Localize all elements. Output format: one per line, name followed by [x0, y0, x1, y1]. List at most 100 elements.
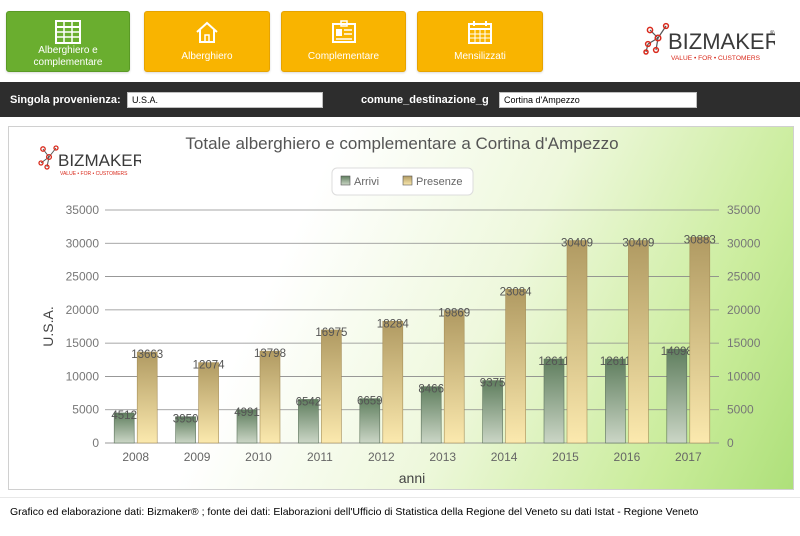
y-tick-label: 35000 [66, 203, 100, 217]
bar-arrivi [666, 348, 688, 444]
bar-arrivi [359, 398, 381, 444]
logo-name-rest: MAKER [702, 29, 775, 54]
y2-tick-label: 0 [727, 436, 734, 450]
data-label: 19869 [438, 308, 470, 320]
bar-arrivi [298, 399, 319, 444]
y2-tick-label: 15000 [727, 336, 761, 350]
logo-molecule-icon [38, 145, 59, 170]
bar-arrivi [420, 386, 442, 444]
data-label: 6659 [357, 396, 383, 408]
bar-presenze [198, 362, 219, 444]
data-label: 14098 [661, 346, 693, 358]
nav-button-label: Complementare [307, 51, 380, 62]
x-tick-label: 2017 [675, 450, 702, 464]
destination-label: comune_destinazione_g [361, 94, 489, 106]
y-tick-label: 0 [92, 436, 99, 450]
logo-name-bold: BIZ [668, 29, 702, 54]
x-tick-label: 2008 [122, 450, 149, 464]
svg-text:BIZMAKER: BIZMAKER [668, 29, 775, 54]
bar-presenze [382, 320, 404, 444]
chart-logo-name-rest: MAKER [84, 151, 141, 170]
data-label: 13798 [254, 348, 286, 360]
bar-chart: Totale alberghiero e complementare a Cor… [40, 134, 761, 486]
y-tick-label: 10000 [66, 369, 100, 383]
y-axis-label: U.S.A. [40, 306, 56, 346]
data-label: 30409 [622, 238, 654, 250]
data-label: 3950 [173, 414, 199, 426]
data-label: 23084 [500, 286, 533, 298]
legend-swatch [402, 175, 413, 186]
footer: Grafico ed elaborazione dati: Bizmaker® … [0, 497, 800, 536]
bar-presenze [628, 240, 649, 444]
chart-logo-name-bold: BIZ [58, 151, 84, 170]
data-label: 12611 [600, 356, 631, 368]
origin-field[interactable]: U.S.A. [127, 92, 323, 108]
bar-presenze [321, 329, 342, 444]
house-icon [196, 21, 218, 43]
nav-button-label: Alberghiero [181, 51, 233, 62]
bar-presenze [136, 351, 158, 444]
bar-presenze [566, 240, 588, 444]
nav-button-label: Alberghiero e complementare [33, 45, 103, 68]
bar-presenze [443, 310, 465, 444]
destination-field[interactable]: Cortina d'Ampezzo [499, 92, 697, 108]
data-label: 12611 [538, 356, 569, 368]
y2-tick-label: 20000 [727, 303, 761, 317]
data-label: 18284 [377, 318, 410, 330]
data-label: 9375 [480, 378, 506, 390]
data-label: 12074 [193, 360, 226, 372]
legend-box [331, 167, 474, 196]
table-icon [55, 20, 81, 44]
bar-arrivi [543, 358, 565, 444]
y-tick-label: 25000 [66, 270, 100, 284]
x-tick-label: 2013 [429, 450, 456, 464]
data-label: 16975 [315, 327, 347, 339]
data-label: 13663 [131, 349, 163, 361]
id-card-icon [331, 20, 356, 43]
nav-button-alberghiero-complementare[interactable]: Alberghiero e complementare [6, 11, 130, 72]
x-tick-label: 2016 [614, 450, 641, 464]
data-label: 30409 [561, 238, 593, 250]
logo-trademark: ® [770, 30, 775, 37]
data-label: 4512 [111, 410, 137, 422]
logo-molecule-icon [643, 22, 670, 55]
x-tick-label: 2009 [184, 450, 211, 464]
data-label: 4991 [234, 407, 260, 419]
bar-arrivi [482, 380, 503, 444]
svg-text:BIZMAKER: BIZMAKER [58, 151, 141, 170]
y-tick-label: 15000 [66, 336, 100, 350]
x-tick-label: 2012 [368, 450, 395, 464]
y2-tick-label: 5000 [727, 403, 754, 417]
calendar-icon [468, 21, 492, 44]
legend-label: Arrivi [354, 176, 379, 188]
y-tick-label: 30000 [66, 236, 100, 250]
y2-tick-label: 35000 [727, 203, 761, 217]
bar-arrivi [113, 412, 135, 444]
bar-presenze [505, 289, 526, 444]
y-tick-label: 5000 [72, 403, 99, 417]
y2-tick-label: 10000 [727, 369, 761, 383]
nav-button-mensilizzati[interactable]: Mensilizzati [417, 11, 543, 72]
chart-panel: BIZMAKER VALUE • FOR • CUSTOMERS Totale … [8, 126, 794, 490]
bizmaker-logo: BIZMAKER ® VALUE • FOR • CUSTOMERS [643, 22, 775, 62]
chart-title: Totale alberghiero e complementare a Cor… [185, 134, 618, 153]
footer-source-text: Grafico ed elaborazione dati: Bizmaker® … [10, 506, 699, 518]
bar-arrivi [605, 358, 626, 444]
bar-arrivi [236, 409, 258, 444]
bar-presenze [689, 237, 711, 444]
legend-label: Presenze [416, 176, 462, 188]
x-tick-label: 2011 [307, 450, 333, 464]
y2-tick-label: 25000 [727, 270, 761, 284]
x-tick-label: 2010 [245, 450, 272, 464]
data-label: 8466 [418, 384, 444, 396]
filter-bar: Singola provenienza: U.S.A. comune_desti… [0, 82, 800, 117]
x-tick-label: 2015 [552, 450, 579, 464]
data-label: 30883 [684, 234, 716, 246]
nav-button-alberghiero[interactable]: Alberghiero [144, 11, 270, 72]
legend-swatch [340, 175, 351, 186]
y-tick-label: 20000 [66, 303, 100, 317]
logo-tagline: VALUE • FOR • CUSTOMERS [671, 55, 761, 62]
nav-button-complementare[interactable]: Complementare [281, 11, 406, 72]
y2-tick-label: 30000 [727, 236, 761, 250]
